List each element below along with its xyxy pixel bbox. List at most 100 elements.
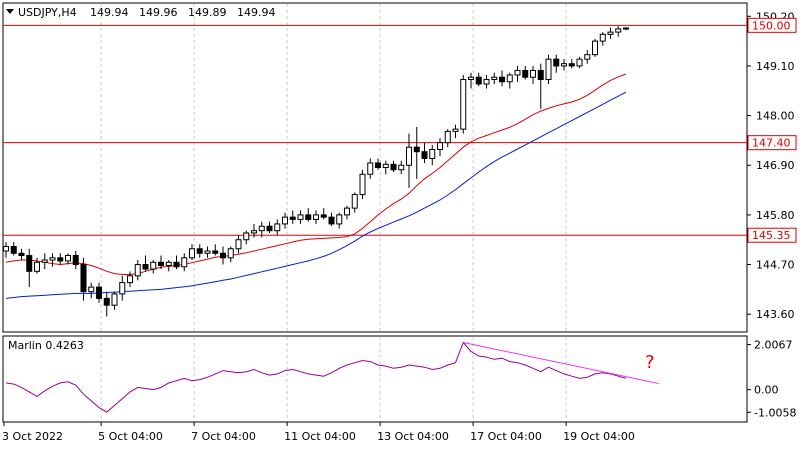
moving-averages (5, 73, 627, 299)
level-price-box (747, 227, 797, 243)
candle-body-bull (165, 261, 172, 266)
chart-header-symbol: USDJPY,H4 (18, 6, 77, 19)
candle-body-bull (359, 173, 366, 196)
candle (530, 65, 536, 84)
ma-fast-line (5, 73, 627, 275)
candle (274, 219, 281, 236)
oscillator-tick-label: 0.00 (754, 384, 779, 397)
candle (34, 257, 40, 274)
candle (320, 208, 327, 220)
candle-body-bull (344, 207, 350, 216)
candle-body-bull (111, 293, 118, 306)
candle (10, 241, 17, 256)
candle-body-bear (103, 297, 110, 306)
candle (189, 244, 195, 261)
candle (18, 248, 25, 261)
candle-body-bull (297, 214, 304, 220)
candle (266, 221, 273, 233)
candle (158, 255, 164, 270)
candle (88, 282, 95, 299)
candle-body-bear (220, 252, 226, 259)
candle (127, 271, 133, 288)
candle-body-bear (537, 69, 544, 80)
candle (305, 208, 312, 222)
divergence-question-mark: ? (645, 352, 655, 373)
vertical-grid (100, 4, 567, 421)
time-axis: 3 Oct 2022 5 Oct 04:00 7 Oct 04:00 11 Oct 0… (2, 422, 635, 443)
candle-body-bear (266, 225, 273, 232)
candle-body-bear (80, 264, 87, 293)
level-price-label: 150.00 (752, 19, 791, 32)
candle (196, 244, 203, 258)
candle (49, 253, 56, 267)
candle (134, 260, 141, 281)
candle (119, 275, 126, 301)
candle (351, 192, 358, 213)
candle-body-bull (49, 257, 56, 261)
candle (413, 126, 420, 179)
candle (72, 251, 79, 270)
candle-body-bull (282, 216, 288, 225)
candle-body-bull (460, 78, 467, 130)
candle (545, 54, 552, 84)
candle (615, 26, 622, 37)
candle-body-bear (10, 245, 17, 254)
candle (468, 72, 474, 89)
candle-body-bear (320, 214, 327, 218)
candle-body-bear (305, 214, 312, 220)
candle (421, 142, 428, 163)
candle-body-bear (72, 255, 79, 266)
divergence-line[interactable] (463, 342, 659, 385)
candle-body-bull (227, 248, 234, 259)
candle-body-bear (375, 162, 381, 169)
candle-body-bull (444, 130, 451, 144)
time-tick-label: 19 Oct 04:00 (563, 430, 635, 443)
candle (506, 72, 513, 89)
price-axis: 150.20149.10148.00146.90145.80144.70143.… (747, 10, 797, 321)
candle-body-bear (390, 163, 397, 171)
candle-body-bull (599, 33, 606, 42)
candle-body-bull (243, 232, 250, 241)
candle-body-bull (429, 148, 436, 159)
candle (460, 74, 467, 134)
candle-body-bull (3, 245, 9, 252)
candle-body-bear (96, 286, 102, 299)
candle-body-bull (452, 128, 459, 132)
candle-body-bull (251, 230, 257, 234)
candle (452, 124, 459, 139)
chart-header-high: 149.96 (139, 6, 178, 19)
symbol-dropdown-icon[interactable] (6, 9, 14, 14)
candle (592, 38, 598, 57)
candle (212, 244, 219, 256)
candle-body-bull (506, 74, 513, 83)
candle-body-bull (382, 163, 389, 168)
candle (328, 212, 335, 227)
candle (398, 160, 405, 175)
candle-body-bull (491, 76, 498, 80)
candle (584, 50, 591, 64)
candle (444, 129, 451, 148)
candle-body-bear (289, 216, 296, 220)
candle (537, 63, 544, 109)
candle-body-bear (57, 257, 64, 262)
candle (390, 160, 397, 173)
horizontal-levels (3, 24, 747, 236)
level-price-label: 147.40 (752, 137, 791, 150)
candle (227, 246, 234, 263)
candle (289, 210, 296, 224)
candle-body-bull (119, 282, 126, 295)
candle-body-bear (142, 264, 149, 270)
candle-body-bull (88, 286, 95, 293)
indicator-pane[interactable] (2, 335, 748, 423)
candle-body-bear (499, 76, 505, 83)
candle-body-bear (212, 250, 219, 254)
candle (26, 248, 33, 288)
candle-body-bull (584, 54, 591, 60)
candle-body-bull (576, 58, 583, 67)
candle (243, 230, 250, 245)
oscillator-line (5, 341, 627, 413)
candle (553, 54, 560, 73)
candle-body-bull (235, 239, 242, 250)
chart-header-close: 149.94 (237, 6, 276, 19)
